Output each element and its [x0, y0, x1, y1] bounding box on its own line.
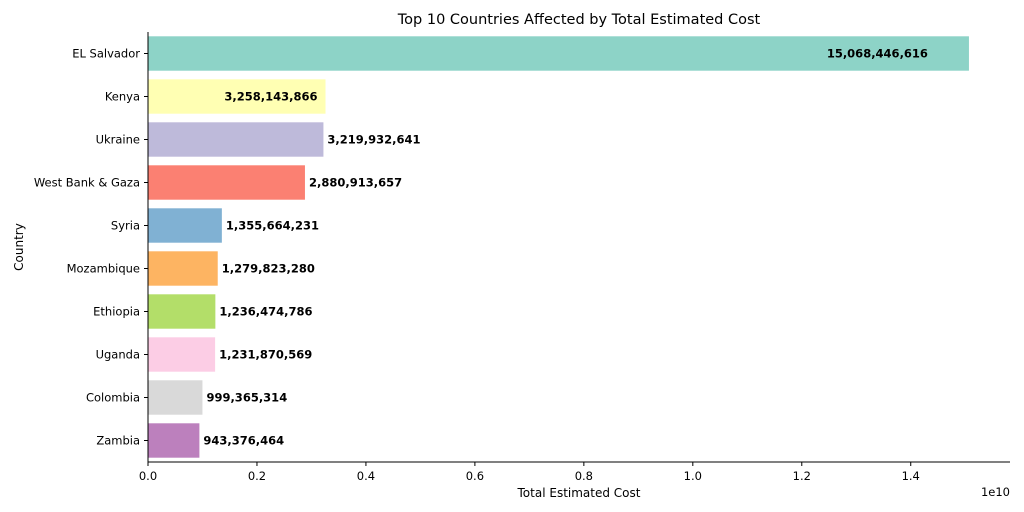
y-tick-label: West Bank & Gaza	[34, 176, 140, 190]
bar-kenya	[148, 79, 326, 114]
value-label: 3,219,932,641	[327, 133, 420, 147]
x-tick-label: 1.0	[684, 469, 702, 483]
y-tick-label: Zambia	[96, 434, 140, 448]
bar-syria	[148, 208, 222, 243]
value-label: 943,376,464	[203, 434, 284, 448]
bar-mozambique	[148, 251, 218, 286]
plot-frame	[147, 32, 1010, 463]
value-label: 15,068,446,616	[827, 47, 928, 61]
x-tick-label: 0.2	[248, 469, 266, 483]
y-tick-label: Ethiopia	[93, 305, 140, 319]
y-axis: EL Salvador Kenya Ukraine West Bank & Gaza S…	[34, 47, 148, 448]
y-tick-label: Colombia	[86, 391, 140, 405]
x-tick-label: 0.0	[139, 469, 157, 483]
value-label: 3,258,143,866	[224, 90, 317, 104]
x-tick-label: 0.8	[575, 469, 593, 483]
y-axis-label: Country	[12, 223, 26, 271]
x-tick-label: 0.4	[357, 469, 375, 483]
y-tick-label: Mozambique	[67, 262, 140, 276]
y-tick-label: EL Salvador	[72, 47, 140, 61]
x-tick-label: 1.2	[793, 469, 811, 483]
bar-ukraine	[148, 122, 324, 157]
x-tick-label: 1.4	[902, 469, 920, 483]
value-label: 1,236,474,786	[219, 305, 312, 319]
y-tick-label: Syria	[111, 219, 140, 233]
bars-group	[148, 36, 969, 458]
x-scale-multiplier: 1e10	[981, 485, 1010, 499]
bar-ethiopia	[148, 294, 216, 329]
value-label: 1,355,664,231	[226, 219, 319, 233]
y-tick-label: Ukraine	[96, 133, 140, 147]
y-tick-label: Uganda	[96, 348, 140, 362]
x-axis: 0.0 0.2 0.4 0.6 0.8 1.0 1.2 1.4	[139, 462, 920, 483]
x-axis-label: Total Estimated Cost	[517, 486, 641, 500]
bar-uganda	[148, 337, 216, 372]
value-labels-group: 15,068,446,616 3,258,143,866 3,219,932,641…	[203, 47, 928, 448]
bar-west-bank-gaza	[148, 165, 305, 200]
bar-el-salvador	[148, 36, 969, 71]
bar-zambia	[148, 423, 200, 458]
value-label: 999,365,314	[206, 391, 287, 405]
x-tick-label: 0.6	[466, 469, 484, 483]
chart-title: Top 10 Countries Affected by Total Estim…	[397, 12, 761, 28]
value-label: 2,880,913,657	[309, 176, 402, 190]
value-label: 1,231,870,569	[219, 348, 312, 362]
bar-colombia	[148, 380, 203, 415]
value-label: 1,279,823,280	[222, 262, 315, 276]
y-tick-label: Kenya	[105, 90, 140, 104]
